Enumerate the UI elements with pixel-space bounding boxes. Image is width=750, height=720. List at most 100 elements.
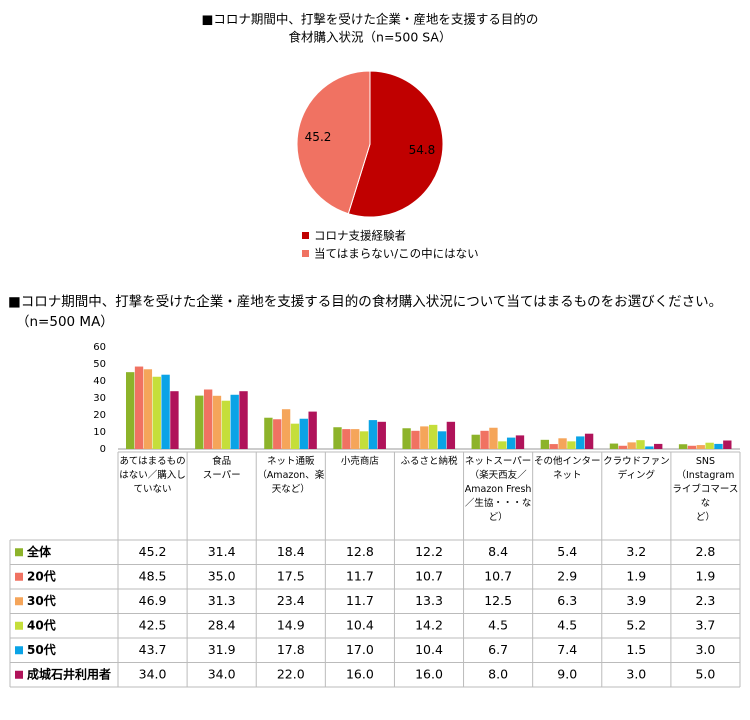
table-value: 3.0: [626, 666, 646, 681]
y-tick-label: 10: [93, 427, 106, 438]
bar: [342, 429, 351, 449]
table-value: 4.5: [488, 617, 508, 632]
legend-swatch: [15, 597, 23, 606]
legend-label: 当てはまらない/この中にはない: [314, 247, 479, 261]
y-tick-label: 40: [93, 376, 106, 387]
table-value: 1.9: [626, 568, 646, 583]
bar: [359, 431, 369, 449]
table-value: 28.4: [208, 617, 236, 632]
legend-label: コロナ支援経験者: [314, 229, 406, 243]
bar: [170, 391, 179, 449]
x-tick-label: 食品 スーパー: [202, 456, 241, 481]
bar: [126, 372, 135, 449]
bar: [678, 444, 688, 449]
table-value: 14.2: [415, 617, 443, 632]
bar: [437, 431, 447, 449]
bar: [723, 440, 732, 449]
pie-title: 食材購入状況（n=500 SA）: [289, 30, 452, 45]
table-value: 43.7: [139, 642, 167, 657]
table-value: 3.9: [626, 593, 646, 608]
table-value: 1.9: [695, 568, 715, 583]
table-value: 8.4: [488, 544, 508, 559]
table-value: 23.4: [277, 593, 305, 608]
table-value: 42.5: [139, 617, 167, 632]
bar: [480, 430, 489, 449]
y-tick-label: 60: [93, 342, 106, 353]
y-tick-label: 0: [100, 444, 106, 455]
pie-value-label: 45.2: [305, 130, 332, 144]
bar: [636, 440, 645, 449]
legend-label: 全体: [26, 544, 52, 559]
table-value: 4.5: [557, 617, 577, 632]
bar-title: ■コロナ期間中、打撃を受けた企業・産地を支援する目的の食材購入状況について当ては…: [8, 293, 722, 310]
x-tick-label: SNS （Instagram ライブコマースな ど）: [672, 456, 739, 523]
bar: [411, 430, 420, 449]
legend-swatch: [15, 621, 23, 630]
y-tick-label: 20: [93, 410, 106, 421]
bar: [239, 391, 248, 449]
table-value: 2.8: [695, 544, 715, 559]
bar: [212, 395, 222, 449]
bar: [281, 409, 291, 449]
bar: [446, 421, 456, 449]
y-tick-label: 50: [93, 359, 106, 370]
bar: [705, 442, 714, 449]
bar: [333, 427, 342, 449]
legend-label: 50代: [27, 642, 56, 657]
legend-swatch: [15, 572, 23, 581]
bar: [221, 400, 231, 449]
table-value: 34.0: [139, 666, 167, 681]
pie-slice: [347, 70, 444, 218]
table-value: 5.0: [695, 666, 715, 681]
bar: [498, 441, 507, 449]
bar: [203, 389, 213, 449]
table-value: 3.7: [695, 617, 715, 632]
x-tick-label: ネット通販 （Amazon、楽 天など）: [257, 456, 325, 495]
bar: [377, 421, 386, 449]
x-tick-label: その他インター ネット: [533, 456, 601, 481]
bar: [299, 418, 308, 449]
bar: [576, 436, 585, 449]
table-value: 14.9: [277, 617, 305, 632]
table-value: 5.2: [626, 617, 646, 632]
bar: [429, 424, 438, 449]
legend-swatch: [302, 232, 309, 239]
legend-swatch: [15, 670, 23, 679]
bar: [134, 366, 144, 449]
table-value: 5.4: [557, 544, 577, 559]
legend-swatch: [15, 646, 23, 655]
table-value: 17.8: [277, 642, 305, 657]
bar: [351, 429, 360, 449]
table-value: 16.0: [346, 666, 374, 681]
table-value: 46.9: [139, 593, 167, 608]
table-value: 10.4: [415, 642, 443, 657]
table-value: 2.9: [557, 568, 577, 583]
table-value: 17.0: [346, 642, 374, 657]
table-value: 35.0: [208, 568, 236, 583]
bar: [143, 369, 153, 449]
bar: [290, 423, 300, 449]
bar: [687, 445, 697, 449]
table-value: 12.8: [346, 544, 374, 559]
bar: [714, 443, 723, 449]
x-tick-label: 小売商店: [340, 456, 379, 467]
x-tick-label: あてはまるもの はない／購入し ていない: [119, 456, 186, 495]
bar: [264, 417, 273, 449]
table-value: 8.0: [488, 666, 508, 681]
table-value: 1.5: [626, 642, 646, 657]
bar: [152, 376, 161, 449]
table-value: 13.3: [415, 593, 443, 608]
table-value: 22.0: [277, 666, 305, 681]
bar: [195, 395, 204, 449]
bar: [696, 445, 705, 449]
table-value: 6.3: [557, 593, 577, 608]
table-value: 6.7: [488, 642, 508, 657]
bar-subtitle: （n=500 MA）: [16, 314, 114, 330]
table-value: 7.4: [557, 642, 577, 657]
table-value: 45.2: [139, 544, 167, 559]
legend-label: 20代: [27, 568, 56, 583]
bar: [549, 444, 558, 449]
bar: [273, 419, 282, 449]
table-value: 10.7: [415, 568, 443, 583]
